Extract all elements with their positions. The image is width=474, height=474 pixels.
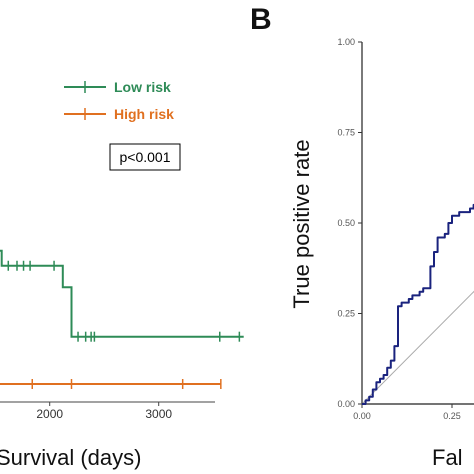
roc-y-tick-label: 1.00: [337, 37, 355, 47]
roc-y-tick-label: 0.75: [337, 128, 355, 138]
roc-x-tick-label: 0.00: [353, 411, 371, 421]
p-value-box: p<0.001: [109, 143, 181, 171]
p-value-text: p<0.001: [120, 149, 171, 165]
km-x-ticks: 2000 3000: [36, 402, 172, 421]
km-x-axis-label: Survival (days): [0, 445, 141, 470]
legend-label-low-risk: Low risk: [114, 79, 171, 95]
km-curves: [0, 249, 244, 389]
roc-y-tick-label: 0.50: [337, 218, 355, 228]
km-panel: 2000 3000 Low risk High risk p<0.001 Surv…: [0, 79, 244, 470]
roc-ticks: 0.00 0.25 0.50 0.75 1.00 0.00 0.25: [337, 37, 460, 421]
roc-panel: B 0.00 0.25 0.50 0.75 1.00 0.00 0.25 True posi…: [250, 3, 474, 470]
legend-item-high-risk: High risk: [64, 106, 174, 122]
roc-y-tick-label: 0.00: [337, 399, 355, 409]
roc-curves: [361, 203, 474, 405]
roc-x-axis-label: Fal: [432, 445, 463, 470]
p-value-frame: [109, 143, 181, 171]
legend-label-high-risk: High risk: [114, 106, 174, 122]
roc-curve-line: [362, 203, 474, 405]
roc-diagonal-line: [361, 290, 474, 405]
roc-y-axis-label: True positive rate: [289, 139, 314, 308]
km-legend: Low risk High risk: [64, 79, 174, 122]
km-x-tick-label: 3000: [145, 407, 172, 421]
roc-y-tick-label: 0.25: [337, 309, 355, 319]
panel-label-b-text: B: [250, 3, 272, 36]
roc-x-tick-label: 0.25: [443, 411, 461, 421]
km-x-tick-label: 2000: [36, 407, 63, 421]
legend-item-low-risk: Low risk: [64, 79, 171, 95]
km-line-low-risk: [0, 249, 244, 338]
